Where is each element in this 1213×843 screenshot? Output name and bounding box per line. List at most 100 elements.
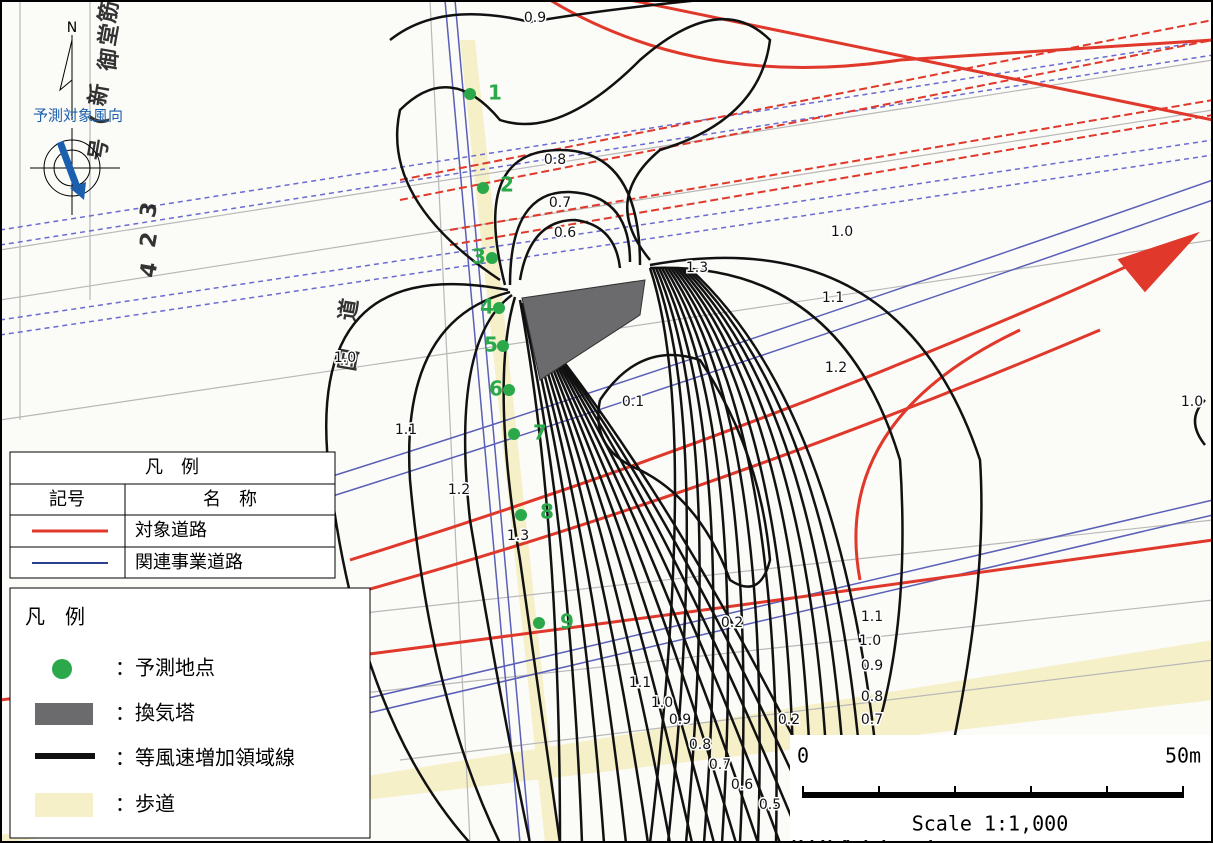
legend-label: 対象道路 (135, 520, 207, 541)
labels: 国道423号(新御堂筋1234567890.90.80.70.61.31.01.… (84, 0, 1204, 815)
prediction-point (486, 252, 498, 264)
contour-line (663, 267, 745, 843)
contour-label: 1.0 (651, 695, 673, 711)
contour-line (518, 218, 622, 281)
legend-roads: 凡 例 記号 名 称 対象道路 関連事業道路 (9, 451, 336, 579)
road-label: 号 (85, 137, 113, 163)
contour-label: 0.5 (759, 797, 781, 813)
contour-line (651, 267, 689, 843)
road-label: 2 (136, 230, 163, 249)
legend-title: 凡 例 (145, 457, 199, 478)
legend-swatch (35, 703, 93, 725)
contour-line (540, 332, 804, 843)
contour-line (685, 267, 868, 843)
legend-label: 関連事業道路 (135, 552, 243, 573)
contour-line (407, 290, 511, 843)
contour-line (538, 329, 782, 843)
contour-line (654, 267, 701, 843)
contour-line (666, 267, 761, 843)
contour-line (534, 323, 738, 843)
prediction-point (497, 340, 509, 352)
road-label: 4 (136, 260, 163, 279)
road-label: 新 (84, 82, 113, 108)
contour-label: 0.6 (554, 225, 576, 241)
contour-line (463, 293, 532, 843)
contour-label: 1.2 (448, 482, 470, 498)
point-label: 6 (489, 377, 503, 401)
north-arrow (59, 39, 73, 92)
scale-line (803, 792, 1183, 798)
contour-label: 0.7 (861, 712, 883, 728)
scale-bar: 0 50m Scale 1:1,000 (790, 735, 1210, 840)
contour-line (676, 267, 814, 843)
contour-label: 0.2 (721, 615, 743, 631)
contour-label: 0.8 (689, 737, 711, 753)
prediction-point (503, 384, 515, 396)
point-label: 1 (488, 81, 502, 105)
prediction-point (464, 88, 476, 100)
contour-lines (325, 0, 1206, 843)
road-label: 御 (94, 47, 124, 74)
road-label: 道 (334, 297, 363, 323)
legend-swatch (35, 793, 93, 817)
road-label: 筋 (94, 0, 124, 26)
scale-start: 0 (797, 744, 809, 768)
contour-label: 1.1 (861, 609, 883, 625)
point-label: 4 (480, 295, 494, 319)
prediction-point (533, 617, 545, 629)
contour-label: 1.2 (825, 360, 847, 376)
legend-symbols: 凡 例 ：予測地点 ：換気塔 ：等風速増加領域線 ：歩道 (9, 587, 371, 839)
contour-line (528, 314, 672, 843)
contour-line (648, 267, 677, 843)
point-label: 7 (533, 421, 547, 445)
contour-label: 0.7 (549, 195, 571, 211)
wind-arrow (56, 140, 82, 192)
scale-box (790, 735, 1210, 840)
legend-label: ：予測地点 (115, 656, 215, 680)
contour-label: 0.2 (778, 712, 800, 728)
contour-line (673, 267, 796, 843)
north-label: N (67, 20, 77, 36)
compass: N 予測対象風向 (30, 20, 123, 215)
contour-line (1193, 399, 1206, 446)
contour-label: 0.8 (544, 152, 566, 168)
contour-label: 0.6 (731, 777, 753, 793)
contour-line (508, 190, 632, 286)
contour-line (532, 320, 716, 843)
contour-line (669, 267, 778, 843)
contour-label: 1.1 (395, 422, 417, 438)
contour-label: 1.3 (507, 528, 529, 544)
wind-direction-label: 予測対象風向 (33, 107, 123, 125)
legend-title: 凡 例 (25, 605, 85, 629)
contour-label: 1.1 (822, 290, 844, 306)
road-label: ( (86, 113, 112, 127)
contour-label: 0.7 (709, 757, 731, 773)
contour-line (395, 18, 772, 282)
prediction-point (493, 302, 505, 314)
prediction-point (477, 182, 489, 194)
contour-label: 1.0 (859, 633, 881, 649)
prediction-point (515, 509, 527, 521)
contour-line (536, 326, 760, 843)
contour-line (682, 267, 850, 843)
point-label: 8 (540, 500, 554, 524)
contour-label: 0.8 (861, 689, 883, 705)
legend-label: ：換気塔 (115, 701, 195, 725)
contour-line (493, 148, 642, 286)
contour-line (530, 317, 694, 843)
contour-line (502, 296, 562, 843)
ventilation-tower (521, 279, 646, 381)
legend-header: 記号 (49, 489, 85, 510)
point-label: 5 (484, 333, 498, 357)
contour-label: 1.0 (1181, 394, 1203, 410)
point-label: 9 (560, 610, 574, 634)
scale-caption: Scale 1:1,000 (912, 812, 1069, 836)
wind-arrow-head (70, 182, 86, 200)
contour-line (542, 335, 826, 843)
contour-label: 0.9 (861, 658, 883, 674)
contour-line (657, 267, 715, 843)
contour-label: 0.1 (622, 394, 644, 410)
legend-header: 名 称 (203, 489, 257, 510)
